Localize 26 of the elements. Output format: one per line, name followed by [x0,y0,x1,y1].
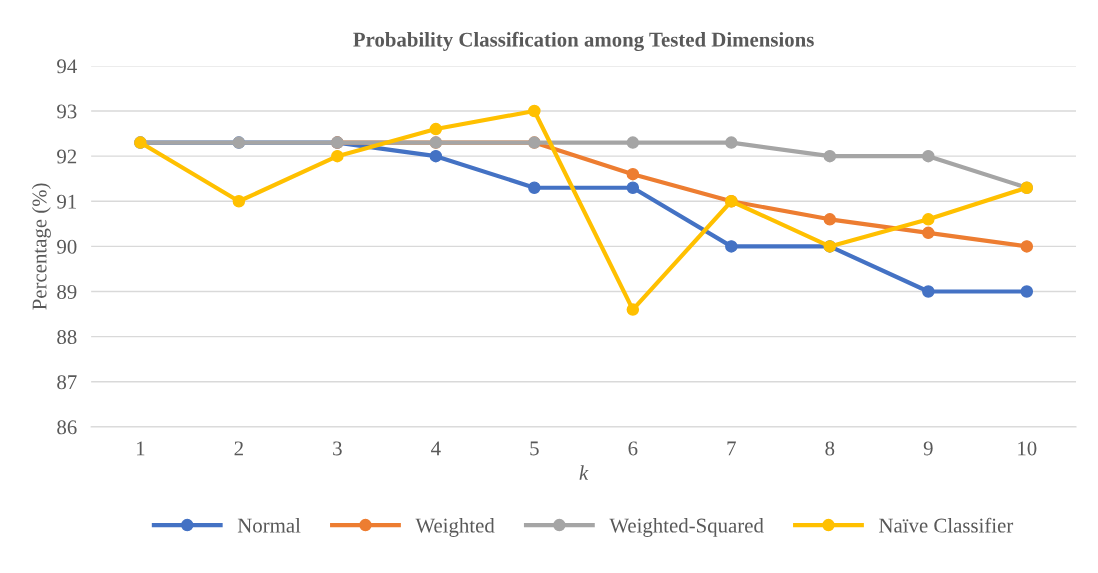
y-tick-label: 87 [57,375,77,390]
legend-label: Naïve Classifier [879,517,1014,533]
x-tick-label: 8 [825,441,835,456]
x-tick-label: 2 [234,441,243,456]
y-tick-label: 93 [57,104,77,119]
x-tick-label: 1 [137,441,145,456]
legend-label: Weighted-Squared [609,517,764,537]
x-tick-label: 6 [628,441,638,456]
y-tick-label: 88 [57,330,77,345]
x-tick-label: 10 [1018,441,1037,456]
y-tick-label: 90 [57,239,77,254]
x-tick-label: 3 [333,441,342,456]
legend-label: Normal [237,517,301,533]
y-tick-label: 91 [57,194,76,209]
chart-title: Probability Classification among Tested Dimensions [353,31,814,52]
x-tick-label: 5 [530,441,539,456]
x-tick-label: 7 [727,441,736,456]
legend-label: Weighted [415,517,495,537]
y-tick-label: 92 [57,149,77,164]
y-tick-label: 94 [57,59,77,74]
y-tick-label: 86 [57,420,77,435]
y-axis-title: Percentage (%) [31,183,51,310]
y-tick-label: 89 [57,284,77,299]
x-tick-label: 4 [431,441,441,456]
x-tick-label: 9 [923,441,933,456]
x-axis-title: k [579,465,589,480]
